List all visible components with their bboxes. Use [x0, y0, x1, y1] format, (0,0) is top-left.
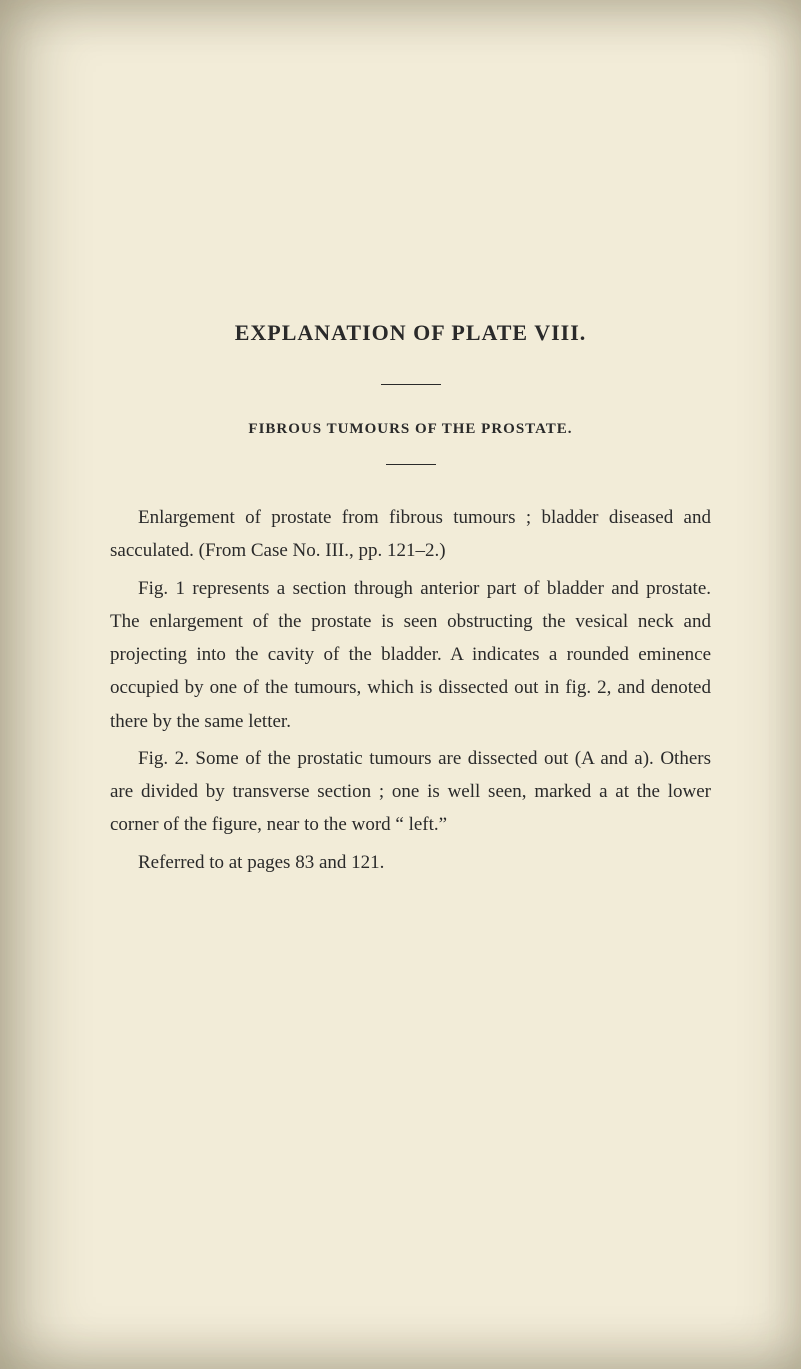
paragraph: Referred to at pages 83 and 121. [110, 846, 711, 879]
body-text: Enlargement of prostate from fibrous tum… [110, 501, 711, 879]
paragraph: Enlargement of prostate from fibrous tum… [110, 501, 711, 568]
paragraph: Fig. 2. Some of the prostatic tumours ar… [110, 742, 711, 842]
page-subtitle: FIBROUS TUMOURS OF THE PROSTATE. [110, 421, 711, 438]
document-page: EXPLANATION OF PLATE VIII. FIBROUS TUMOU… [0, 0, 801, 879]
paragraph: Fig. 1 represents a section through ante… [110, 572, 711, 738]
page-title: EXPLANATION OF PLATE VIII. [110, 320, 711, 346]
subtitle-rule [386, 464, 436, 465]
title-rule [381, 384, 441, 385]
